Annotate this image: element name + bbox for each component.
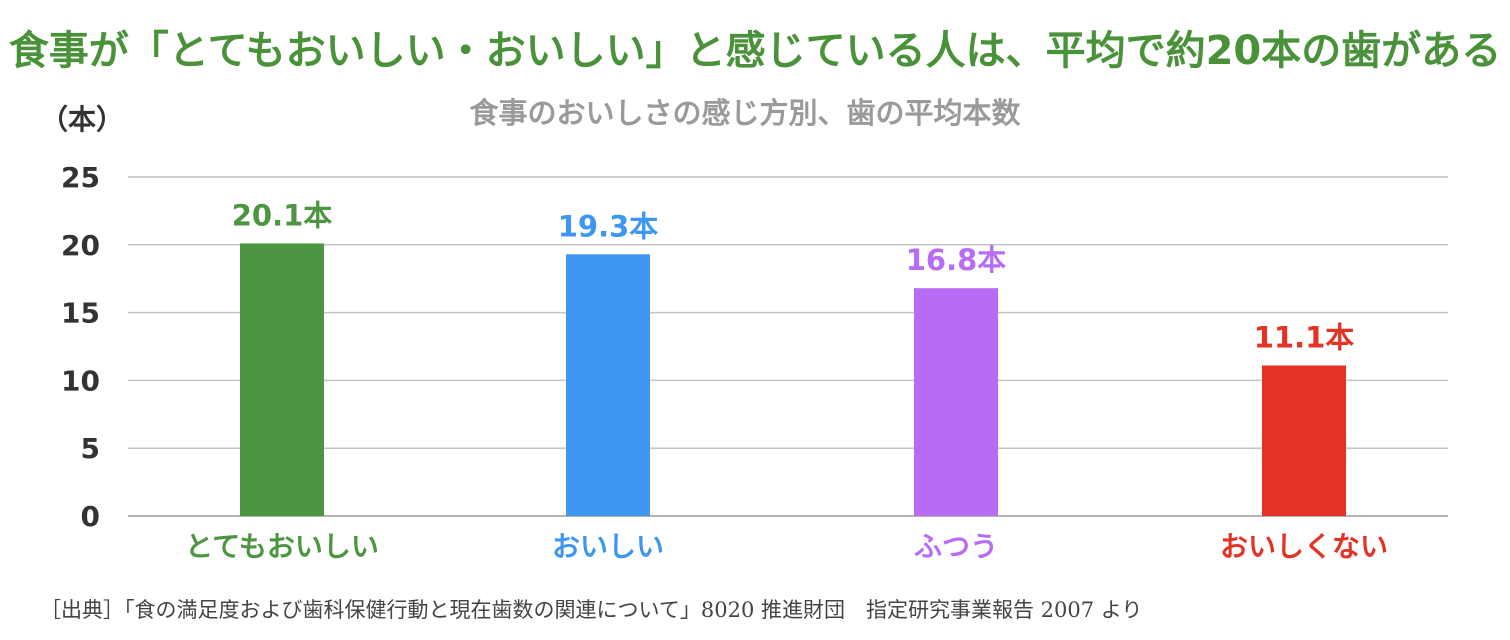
x-category-label: おいしい [552,530,664,563]
source-note: ［出典］「食の満足度および歯科保健行動と現在歯数の関連について」8020 推進財… [40,598,1143,622]
bar-1 [240,243,324,516]
bar-4 [1262,365,1346,516]
y-tick-label: 25 [61,161,100,194]
y-tick-label: 15 [61,297,100,330]
y-tick-label: 0 [81,500,100,533]
bar-2 [566,254,650,517]
y-tick-label: 5 [81,432,100,465]
chart-subtitle: 食事のおいしさの感じ方別、歯の平均本数 [469,96,1021,130]
y-tick-label: 20 [61,229,100,262]
chart-title: 食事が「とてもおいしい・おいしい」と感じている人は、平均で約20本の歯がある [8,28,1502,74]
y-axis-unit-label: （本） [40,103,125,136]
bar-value-label: 16.8本 [906,243,1007,277]
y-tick-label: 10 [61,364,100,397]
bar-value-label: 20.1本 [232,198,333,232]
bar-3 [914,288,998,516]
x-category-label: おいしくない [1220,530,1388,563]
x-category-label: ふつう [914,530,998,563]
x-category-label: とてもおいしい [185,530,379,563]
bar-value-label: 11.1本 [1254,320,1355,354]
bar-value-label: 19.3本 [558,209,659,243]
